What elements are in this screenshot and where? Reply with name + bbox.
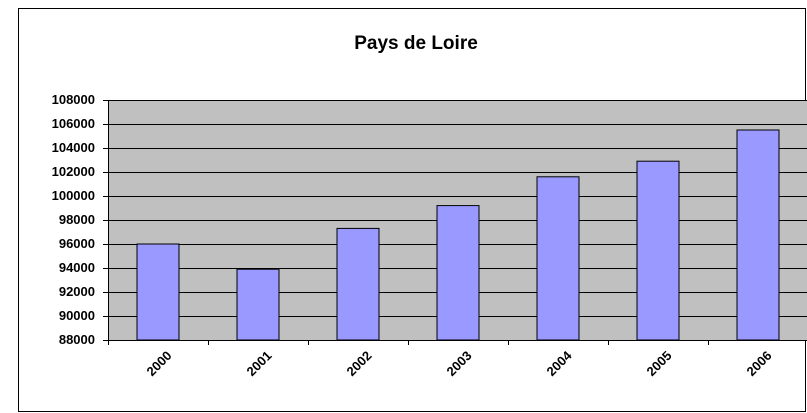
bar <box>336 227 380 341</box>
y-tick-label: 88000 <box>59 332 95 347</box>
bar <box>536 176 580 341</box>
y-tick-label: 90000 <box>59 308 95 323</box>
bar <box>636 160 680 341</box>
y-tick-label: 94000 <box>59 260 95 275</box>
bar <box>736 129 780 341</box>
chart-title: Pays de Loire <box>354 33 478 54</box>
y-tick-label: 108000 <box>52 92 95 107</box>
y-tick-label: 102000 <box>52 164 95 179</box>
y-tick-label: 96000 <box>59 236 95 251</box>
bar <box>236 268 280 341</box>
bar <box>136 243 180 341</box>
y-tick-label: 106000 <box>52 116 95 131</box>
bar <box>436 205 480 341</box>
y-tick-label: 92000 <box>59 284 95 299</box>
y-tick-label: 104000 <box>52 140 95 155</box>
y-tick-label: 100000 <box>52 188 95 203</box>
y-tick-label: 98000 <box>59 212 95 227</box>
